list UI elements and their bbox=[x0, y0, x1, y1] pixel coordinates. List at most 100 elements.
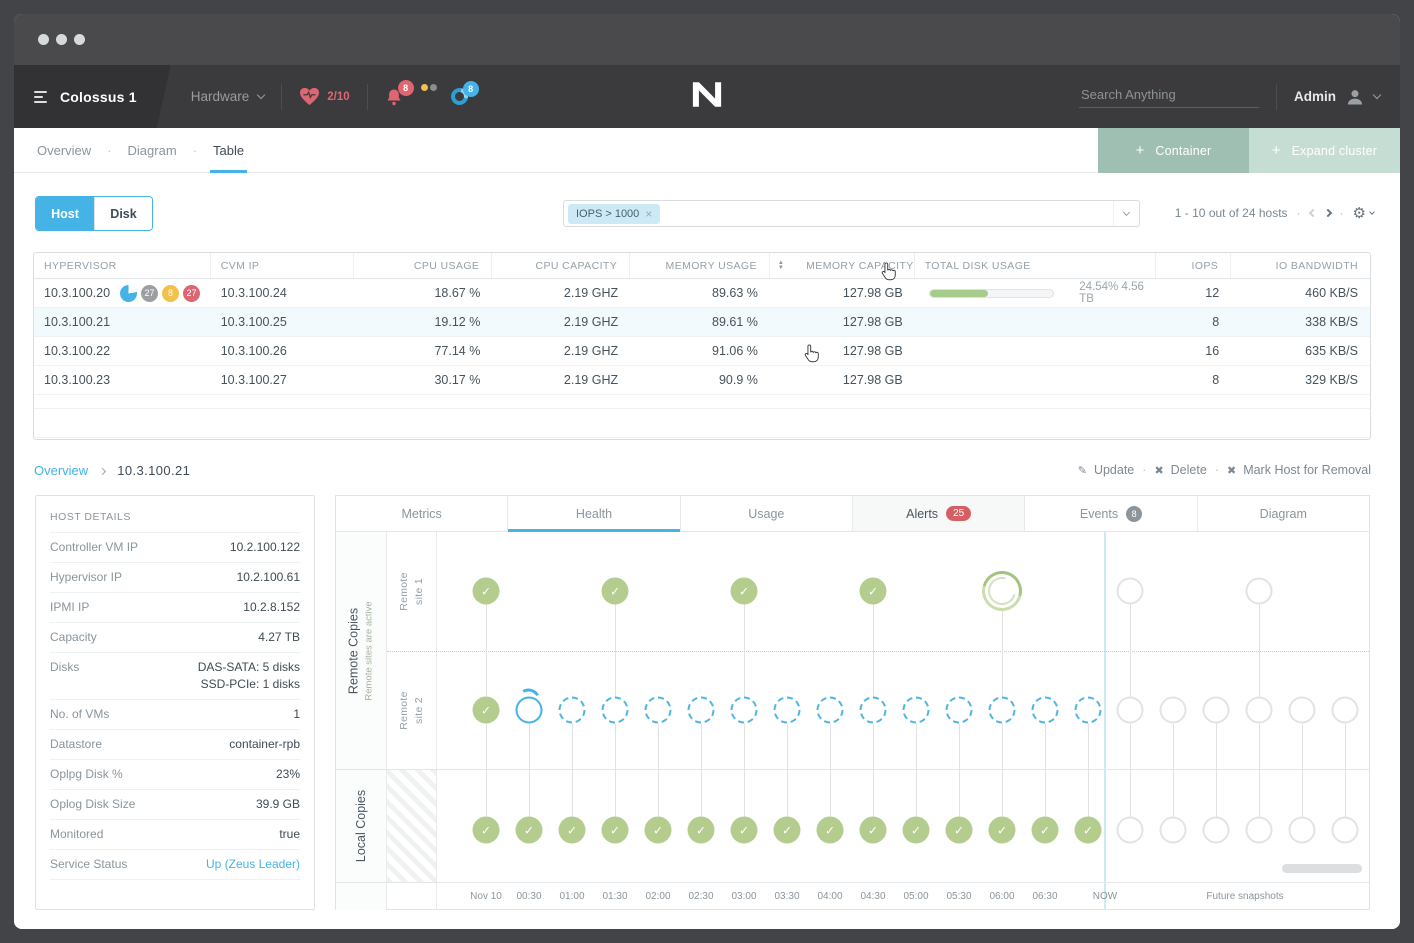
snapshot-scheduled-icon[interactable] bbox=[601, 696, 629, 724]
snapshot-scheduled-icon[interactable] bbox=[730, 696, 758, 724]
nav-menu-hardware[interactable]: Hardware bbox=[191, 89, 266, 104]
snapshot-scheduled-icon[interactable] bbox=[687, 696, 715, 724]
snapshot-complete-icon[interactable]: ✓ bbox=[601, 816, 629, 844]
count-badge[interactable]: 27 bbox=[141, 284, 159, 302]
snapshot-future-icon[interactable] bbox=[1331, 696, 1359, 724]
update-button[interactable]: ✎ Update bbox=[1078, 463, 1135, 477]
snapshot-complete-icon[interactable]: ✓ bbox=[988, 816, 1016, 844]
snapshot-complete-icon[interactable]: ✓ bbox=[472, 577, 500, 605]
toggle-host[interactable]: Host bbox=[36, 197, 94, 230]
snapshot-future-icon[interactable] bbox=[1116, 696, 1144, 724]
count-badge[interactable]: 27 bbox=[183, 284, 201, 302]
snapshot-complete-icon[interactable]: ✓ bbox=[515, 816, 543, 844]
previous-page-icon[interactable] bbox=[1308, 208, 1317, 218]
filter-combobox[interactable]: IOPS > 1000 × bbox=[563, 200, 1140, 227]
snapshot-future-icon[interactable] bbox=[1245, 816, 1273, 844]
column-header-total-disk-usage[interactable]: TOTAL DISK USAGE bbox=[915, 253, 1157, 278]
snapshot-future-icon[interactable] bbox=[1245, 577, 1273, 605]
tab-diagram[interactable]: Diagram bbox=[127, 142, 177, 158]
snapshot-complete-icon[interactable]: ✓ bbox=[902, 816, 930, 844]
table-settings-button[interactable]: ⚙ bbox=[1353, 204, 1375, 222]
service-status-link[interactable]: Up (Zeus Leader) bbox=[206, 856, 300, 873]
cluster-selector[interactable]: Colossus 1 bbox=[14, 65, 171, 128]
tab-diagram[interactable]: Diagram bbox=[1198, 496, 1369, 531]
snapshot-future-icon[interactable] bbox=[1116, 816, 1144, 844]
snapshot-complete-icon[interactable]: ✓ bbox=[601, 577, 629, 605]
toggle-disk[interactable]: Disk bbox=[94, 197, 152, 230]
snapshot-complete-icon[interactable]: ✓ bbox=[644, 816, 672, 844]
snapshot-future-icon[interactable] bbox=[1245, 696, 1273, 724]
snapshot-future-icon[interactable] bbox=[1331, 816, 1359, 844]
window-dot-2[interactable] bbox=[56, 34, 67, 45]
tab-metrics[interactable]: Metrics bbox=[336, 496, 509, 531]
snapshot-complete-icon[interactable]: ✓ bbox=[558, 816, 586, 844]
delete-button[interactable]: ✖ Delete bbox=[1154, 463, 1206, 477]
column-header-hypervisor[interactable]: HYPERVISOR bbox=[34, 253, 211, 278]
table-row[interactable]: 10.3.100.23 10.3.100.27 30.17 % 2.19 GHZ 90.… bbox=[34, 366, 1370, 395]
tab-events[interactable]: Events 8 bbox=[1025, 496, 1198, 531]
search-input[interactable] bbox=[1079, 85, 1259, 103]
next-page-icon[interactable] bbox=[1323, 208, 1332, 218]
snapshot-complete-icon[interactable]: ✓ bbox=[472, 816, 500, 844]
column-header-cvm-ip[interactable]: CVM IP bbox=[211, 253, 354, 278]
snapshot-scheduled-icon[interactable] bbox=[945, 696, 973, 724]
column-header-memory-usage[interactable]: MEMORY USAGE bbox=[630, 253, 770, 278]
filter-dropdown-icon[interactable] bbox=[1113, 201, 1139, 226]
sort-icon[interactable]: ▲ ▼ bbox=[778, 260, 784, 271]
snapshot-complete-icon[interactable]: ✓ bbox=[816, 816, 844, 844]
snapshot-future-icon[interactable] bbox=[1159, 816, 1187, 844]
snapshot-complete-icon[interactable]: ✓ bbox=[1031, 816, 1059, 844]
expand-cluster-button[interactable]: + Expand cluster bbox=[1249, 128, 1400, 173]
snapshot-future-icon[interactable] bbox=[1116, 577, 1144, 605]
snapshot-scheduled-icon[interactable] bbox=[988, 696, 1016, 724]
table-row[interactable]: 10.3.100.21 10.3.100.25 19.12 % 2.19 GHZ 89.… bbox=[34, 308, 1370, 337]
column-header-memory-capacity[interactable]: ▲ ▼ MEMORY CAPACITY bbox=[770, 253, 915, 278]
snapshot-in-progress-icon[interactable] bbox=[513, 685, 544, 724]
tasks-indicator[interactable]: 8 bbox=[447, 81, 484, 109]
menu-icon[interactable] bbox=[34, 91, 47, 103]
snapshot-complete-icon[interactable]: ✓ bbox=[730, 816, 758, 844]
table-row[interactable]: 10.3.100.22 10.3.100.26 77.14 % 2.19 GHZ 91.… bbox=[34, 337, 1370, 366]
snapshot-complete-icon[interactable]: ✓ bbox=[945, 816, 973, 844]
snapshot-scheduled-icon[interactable] bbox=[816, 696, 844, 724]
column-header-cpu-capacity[interactable]: CPU CAPACITY bbox=[492, 253, 631, 278]
snapshot-complete-icon[interactable]: ✓ bbox=[1074, 816, 1102, 844]
snapshot-future-icon[interactable] bbox=[1202, 816, 1230, 844]
snapshot-future-icon[interactable] bbox=[1288, 696, 1316, 724]
health-indicator[interactable]: 2/10 bbox=[299, 87, 350, 106]
count-badge[interactable]: 8 bbox=[162, 284, 180, 302]
breadcrumb-overview-link[interactable]: Overview bbox=[34, 462, 89, 478]
snapshot-complete-icon[interactable]: ✓ bbox=[730, 577, 758, 605]
tab-overview[interactable]: Overview bbox=[37, 142, 92, 158]
snapshot-future-icon[interactable] bbox=[1159, 696, 1187, 724]
snapshot-loading-icon[interactable] bbox=[974, 563, 1030, 619]
remove-filter-icon[interactable]: × bbox=[645, 206, 653, 221]
tab-usage[interactable]: Usage bbox=[681, 496, 853, 531]
snapshot-future-icon[interactable] bbox=[1202, 696, 1230, 724]
snapshot-scheduled-icon[interactable] bbox=[1074, 696, 1102, 724]
column-header-io-bandwidth[interactable]: IO BANDWIDTH bbox=[1231, 253, 1370, 278]
snapshot-scheduled-icon[interactable] bbox=[859, 696, 887, 724]
snapshot-complete-icon[interactable]: ✓ bbox=[687, 816, 715, 844]
container-button[interactable]: + Container bbox=[1098, 128, 1249, 173]
filter-tag[interactable]: IOPS > 1000 × bbox=[568, 203, 661, 224]
snapshot-complete-icon[interactable]: ✓ bbox=[859, 577, 887, 605]
window-dot-3[interactable] bbox=[74, 34, 85, 45]
user-menu[interactable]: Admin bbox=[1294, 87, 1382, 107]
window-dot-1[interactable] bbox=[38, 34, 49, 45]
snapshot-complete-icon[interactable]: ✓ bbox=[859, 816, 887, 844]
tab-alerts[interactable]: Alerts 25 bbox=[852, 496, 1026, 531]
snapshot-scheduled-icon[interactable] bbox=[773, 696, 801, 724]
alerts-indicator[interactable]: 8 bbox=[385, 79, 437, 107]
mark-host-for-removal-button[interactable]: ✖ Mark Host for Removal bbox=[1227, 463, 1371, 477]
column-header-cpu-usage[interactable]: CPU USAGE bbox=[354, 253, 493, 278]
snapshot-scheduled-icon[interactable] bbox=[1031, 696, 1059, 724]
tab-table[interactable]: Table bbox=[210, 128, 248, 173]
snapshot-future-icon[interactable] bbox=[1288, 816, 1316, 844]
table-row[interactable]: 10.3.100.20 27 8 27 10.3.100.24 18.67 % 2.19 G… bbox=[34, 279, 1370, 308]
snapshot-scheduled-icon[interactable] bbox=[558, 696, 586, 724]
tab-health[interactable]: Health bbox=[508, 496, 681, 532]
snapshot-scheduled-icon[interactable] bbox=[902, 696, 930, 724]
column-header-iops[interactable]: IOPS bbox=[1156, 253, 1232, 278]
snapshot-complete-icon[interactable]: ✓ bbox=[773, 816, 801, 844]
